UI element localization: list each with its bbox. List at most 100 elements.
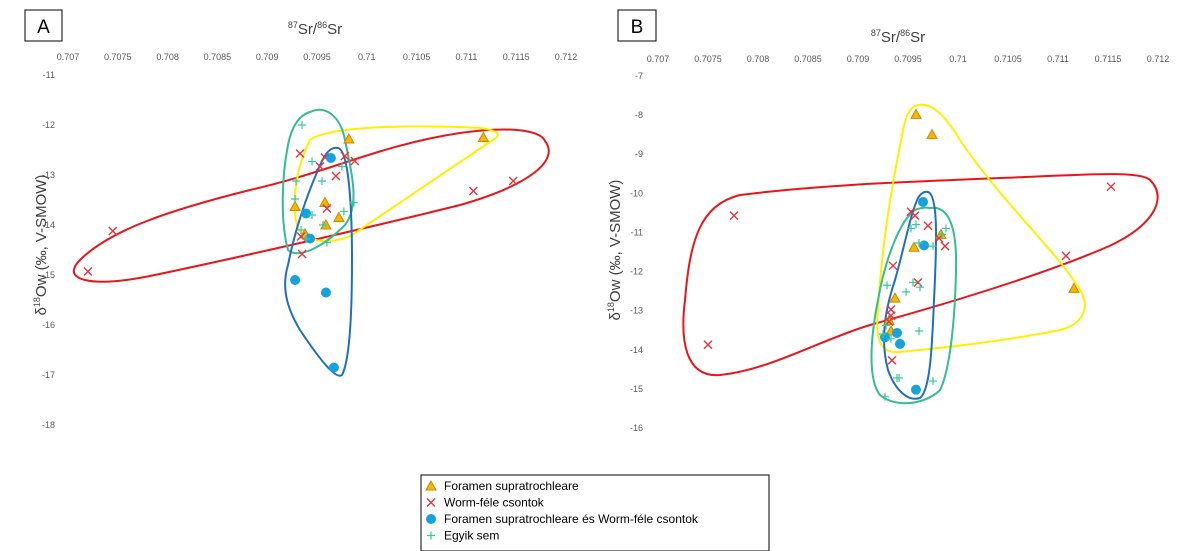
x-tick-label: 0.709 (256, 52, 279, 62)
legend-label: Worm-féle csontok (444, 496, 545, 510)
data-point-x (886, 311, 896, 321)
data-point-plus (938, 230, 946, 239)
data-point-plus (339, 207, 348, 216)
x-tick-label: 0.7075 (104, 52, 132, 62)
data-point-plus (907, 224, 915, 233)
y-tick-label: -9 (635, 149, 643, 159)
data-point-plus (308, 157, 317, 166)
data-point-x (906, 207, 916, 217)
y-tick-label: -12 (630, 267, 643, 277)
data-point-plus (916, 283, 924, 292)
data-point-triangle (889, 292, 901, 303)
data-point-circle (892, 327, 902, 338)
panel-a-teal-hull (281, 108, 355, 255)
panel-b-y-axis-label: δ18Ow (‰, V-SMOW) (606, 180, 624, 321)
panel-b-blue-hull (883, 190, 938, 400)
data-point-plus (942, 224, 950, 233)
y-tick-label: -15 (42, 270, 55, 280)
data-point-x (295, 149, 305, 158)
data-point-plus (881, 392, 889, 401)
data-point-circle (328, 362, 339, 373)
data-point-x (1061, 251, 1071, 261)
data-point-triangle (333, 211, 345, 222)
y-tick-label: -16 (42, 320, 55, 330)
data-point-triangle (910, 108, 922, 119)
y-tick-label: -18 (42, 420, 55, 430)
legend-marker-x (426, 498, 436, 507)
panel-a-y-axis-label: δ18Ow (‰, V-SMOW) (32, 175, 50, 316)
data-point-circle (290, 275, 301, 285)
panel-b-x-axis-label: 87Sr/86Sr (871, 28, 925, 46)
x-tick-label: 0.7095 (303, 52, 331, 62)
panel-a: A 87Sr/86Sr δ18Ow (‰, V-SMOW) 0.707 0.707… (24, 9, 578, 430)
data-point-x (297, 249, 307, 259)
data-point-x (108, 226, 118, 236)
legend-label: Foramen supratrochleare és Worm-féle cso… (444, 512, 699, 526)
x-tick-label: 0.71 (949, 54, 967, 64)
data-point-plus (317, 177, 326, 185)
data-point-triangle (926, 128, 938, 140)
legend-marker-circle (426, 514, 436, 524)
data-point-circle (320, 287, 331, 298)
data-point-triangle (289, 200, 301, 211)
data-point-plus (302, 235, 311, 243)
data-point-x (340, 151, 350, 161)
data-point-plus (879, 330, 887, 339)
y-tick-label: -15 (630, 384, 643, 394)
data-point-x (913, 278, 923, 288)
y-tick-label: -10 (630, 188, 643, 198)
data-point-triangle (477, 131, 490, 142)
y-tick-label: -8 (635, 110, 643, 120)
data-point-plus (915, 327, 923, 336)
data-point-plus (915, 239, 923, 248)
x-tick-label: 0.7085 (204, 52, 232, 62)
data-point-plus (929, 242, 937, 251)
x-tick-label: 0.712 (555, 52, 578, 62)
data-point-x (508, 176, 518, 186)
data-point-x (923, 221, 933, 231)
data-point-plus (291, 195, 300, 203)
x-tick-label: 0.7095 (894, 54, 922, 64)
data-point-plus (349, 198, 358, 207)
x-tick-label: 0.707 (647, 54, 670, 64)
legend-marker-plus (427, 531, 435, 540)
data-point-plus (308, 211, 317, 219)
data-point-plus (298, 121, 307, 129)
x-tick-label: 0.711 (1047, 54, 1069, 64)
data-point-plus (318, 221, 327, 229)
data-point-plus (882, 321, 890, 330)
x-tick-label: 0.7085 (794, 54, 822, 64)
panel-a-label-box (24, 9, 63, 42)
panel-b-red-hull (682, 173, 1159, 377)
y-tick-label: -16 (630, 423, 643, 433)
data-point-x (888, 261, 898, 271)
x-tick-label: 0.709 (847, 54, 870, 64)
data-point-plus (902, 287, 910, 296)
panel-b-yellow-hull (876, 103, 1086, 354)
data-point-x (468, 186, 478, 196)
data-point-plus (909, 278, 917, 287)
panel-b-label-box (617, 9, 657, 42)
panel-a-blue-hull (284, 146, 354, 377)
x-tick-label: 0.7075 (694, 54, 722, 64)
y-tick-label: -14 (630, 345, 643, 355)
data-point-x (703, 340, 713, 350)
data-point-plus (883, 281, 891, 290)
data-point-plus (337, 162, 346, 171)
data-point-triangle (343, 132, 355, 144)
data-point-x (887, 355, 897, 365)
y-tick-label: -14 (42, 220, 55, 230)
data-point-plus (929, 377, 937, 386)
data-point-plus (292, 177, 301, 185)
panel-b-letter: B (631, 17, 644, 38)
x-tick-label: 0.7105 (403, 52, 431, 62)
data-point-circle (895, 338, 905, 349)
data-point-circle (919, 240, 929, 251)
data-point-plus (893, 373, 901, 382)
x-tick-label: 0.711 (455, 52, 477, 62)
legend: Foramen supratrochleare Worm-féle csontok… (420, 474, 770, 551)
y-tick-label: -11 (43, 70, 55, 80)
panel-b-teal-hull (870, 206, 958, 405)
data-point-circle (301, 208, 312, 219)
